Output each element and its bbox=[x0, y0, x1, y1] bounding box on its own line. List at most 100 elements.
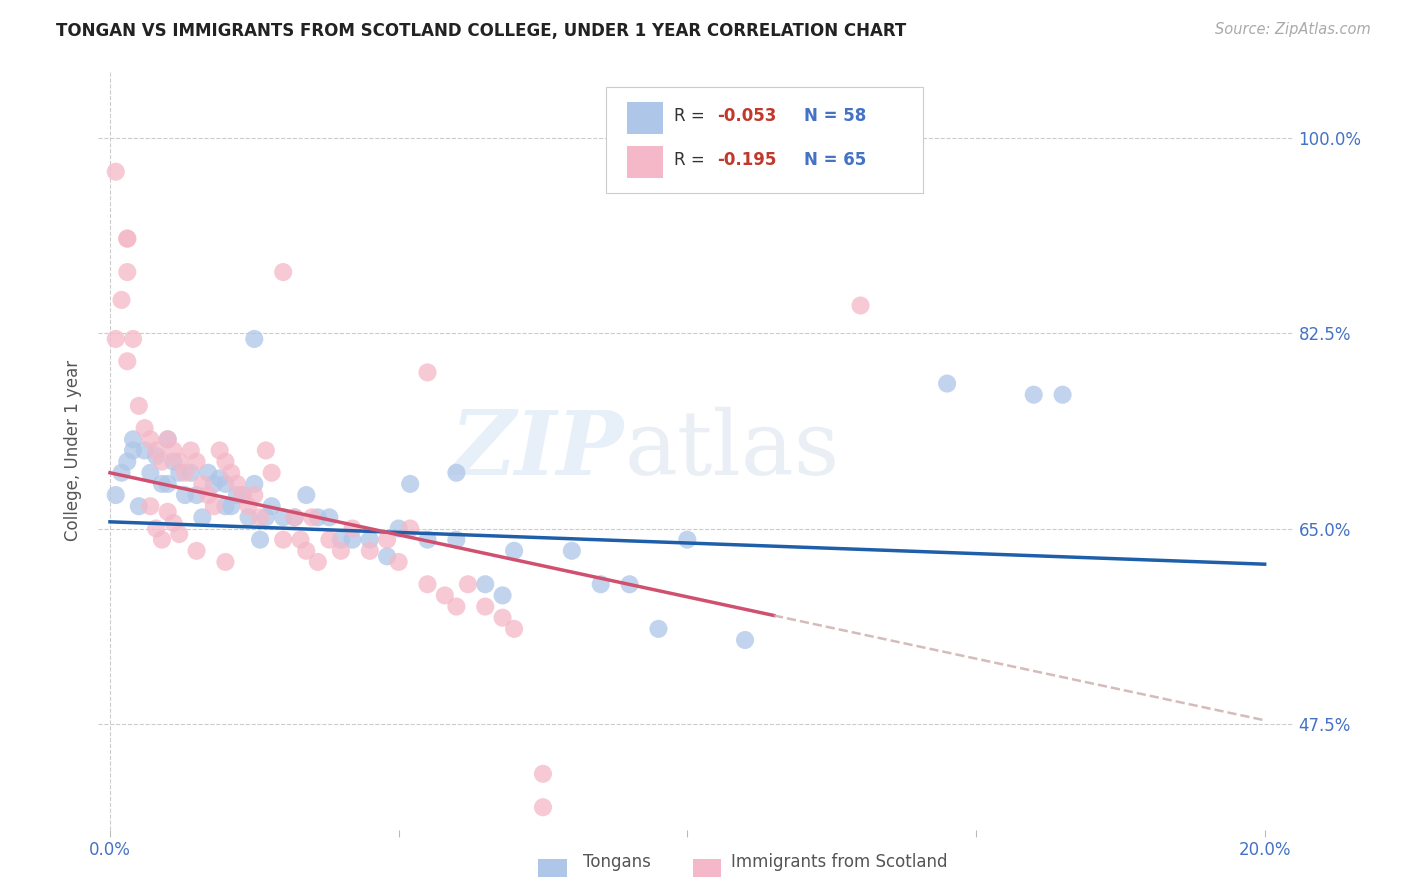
Point bbox=[202, 477, 225, 491]
Point bbox=[243, 477, 266, 491]
Point bbox=[117, 354, 139, 368]
Point bbox=[307, 555, 329, 569]
Point bbox=[375, 549, 398, 564]
Point bbox=[180, 466, 202, 480]
Point bbox=[104, 332, 127, 346]
Point bbox=[186, 455, 208, 469]
Point bbox=[174, 488, 197, 502]
Point bbox=[145, 522, 167, 536]
Point bbox=[271, 533, 294, 547]
Point bbox=[318, 533, 340, 547]
Point bbox=[295, 488, 318, 502]
Point bbox=[284, 510, 307, 524]
Point bbox=[1052, 387, 1074, 401]
Point bbox=[117, 265, 139, 279]
Point bbox=[117, 232, 139, 246]
Point bbox=[139, 500, 162, 514]
Point bbox=[359, 544, 381, 558]
Point bbox=[271, 265, 294, 279]
Point bbox=[122, 443, 145, 458]
Point bbox=[260, 500, 283, 514]
Point bbox=[167, 466, 190, 480]
Point bbox=[399, 522, 422, 536]
Point bbox=[150, 455, 173, 469]
Text: -0.195: -0.195 bbox=[717, 151, 778, 169]
Point bbox=[117, 455, 139, 469]
Point bbox=[214, 477, 236, 491]
Point bbox=[318, 510, 340, 524]
Text: ZIP: ZIP bbox=[451, 408, 624, 493]
Point bbox=[219, 500, 242, 514]
Point bbox=[416, 577, 439, 591]
Point bbox=[145, 443, 167, 458]
Point bbox=[531, 767, 554, 781]
Point bbox=[232, 488, 254, 502]
Point bbox=[145, 449, 167, 463]
Bar bbox=[627, 145, 662, 178]
Point bbox=[197, 466, 219, 480]
Point bbox=[254, 510, 277, 524]
Point bbox=[197, 488, 219, 502]
Point bbox=[162, 516, 184, 530]
Point bbox=[284, 510, 307, 524]
Point bbox=[254, 443, 277, 458]
Point bbox=[139, 466, 162, 480]
Point bbox=[156, 433, 179, 447]
Point bbox=[191, 510, 214, 524]
Point bbox=[134, 443, 156, 458]
Point bbox=[128, 399, 150, 413]
Point bbox=[180, 443, 202, 458]
Text: TONGAN VS IMMIGRANTS FROM SCOTLAND COLLEGE, UNDER 1 YEAR CORRELATION CHART: TONGAN VS IMMIGRANTS FROM SCOTLAND COLLE… bbox=[56, 22, 907, 40]
Point bbox=[214, 500, 236, 514]
Point bbox=[214, 455, 236, 469]
Point bbox=[214, 555, 236, 569]
Point bbox=[110, 466, 132, 480]
Point bbox=[156, 477, 179, 491]
FancyBboxPatch shape bbox=[606, 87, 922, 193]
Point bbox=[243, 488, 266, 502]
Point bbox=[238, 500, 260, 514]
Point bbox=[375, 533, 398, 547]
Point bbox=[446, 533, 468, 547]
Bar bbox=[538, 859, 567, 877]
Point bbox=[446, 599, 468, 614]
Point bbox=[342, 533, 364, 547]
Text: Tongans: Tongans bbox=[583, 853, 651, 871]
Point bbox=[295, 544, 318, 558]
Point bbox=[208, 443, 231, 458]
Point bbox=[561, 544, 583, 558]
Point bbox=[342, 522, 364, 536]
Point bbox=[174, 466, 197, 480]
Point bbox=[249, 510, 271, 524]
Point bbox=[446, 466, 468, 480]
Point bbox=[457, 577, 479, 591]
Point bbox=[208, 471, 231, 485]
Point bbox=[122, 332, 145, 346]
Point bbox=[416, 533, 439, 547]
Point bbox=[307, 510, 329, 524]
Point bbox=[156, 433, 179, 447]
Point bbox=[589, 577, 612, 591]
Point bbox=[128, 500, 150, 514]
Point bbox=[167, 527, 190, 541]
Point bbox=[503, 544, 526, 558]
Point bbox=[232, 488, 254, 502]
Point bbox=[117, 232, 139, 246]
Point bbox=[676, 533, 699, 547]
Point bbox=[433, 589, 456, 603]
Point bbox=[359, 533, 381, 547]
Point bbox=[734, 633, 756, 648]
Point bbox=[388, 555, 411, 569]
Point bbox=[156, 505, 179, 519]
Text: N = 58: N = 58 bbox=[804, 107, 866, 125]
Point bbox=[238, 510, 260, 524]
Y-axis label: College, Under 1 year: College, Under 1 year bbox=[65, 359, 83, 541]
Point bbox=[619, 577, 641, 591]
Point bbox=[104, 165, 127, 179]
Point bbox=[139, 433, 162, 447]
Point bbox=[150, 477, 173, 491]
Point bbox=[226, 477, 249, 491]
Point bbox=[202, 500, 225, 514]
Point bbox=[191, 477, 214, 491]
Text: R =: R = bbox=[675, 107, 710, 125]
